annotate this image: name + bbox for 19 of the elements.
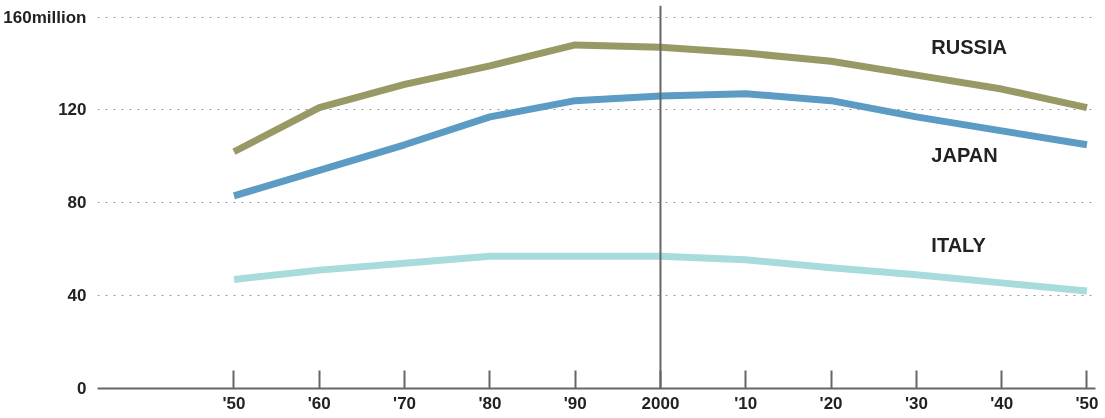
x-tick-label: 2000: [641, 393, 680, 413]
y-tick-label: 40: [67, 286, 87, 306]
x-tick-label: '60: [307, 393, 331, 413]
y-tick-label: 0: [77, 379, 87, 398]
series-label: RUSSIA: [931, 36, 1007, 59]
x-tick-label: '10: [734, 393, 758, 413]
x-tick-label: '30: [904, 393, 928, 413]
y-tick-label: 160million: [3, 7, 87, 27]
y-tick-label: 120: [58, 100, 87, 120]
y-tick-label: 80: [67, 193, 87, 213]
x-tick-label: '70: [393, 393, 417, 413]
series-label: ITALY: [931, 233, 987, 256]
x-tick-label: '20: [819, 393, 843, 413]
x-tick-label: '50: [1075, 393, 1099, 413]
x-tick-label: '40: [990, 393, 1014, 413]
x-tick-label: '50: [222, 393, 246, 413]
x-tick-label: '80: [478, 393, 502, 413]
series-label: JAPAN: [931, 143, 998, 166]
x-tick-label: '90: [563, 393, 587, 413]
